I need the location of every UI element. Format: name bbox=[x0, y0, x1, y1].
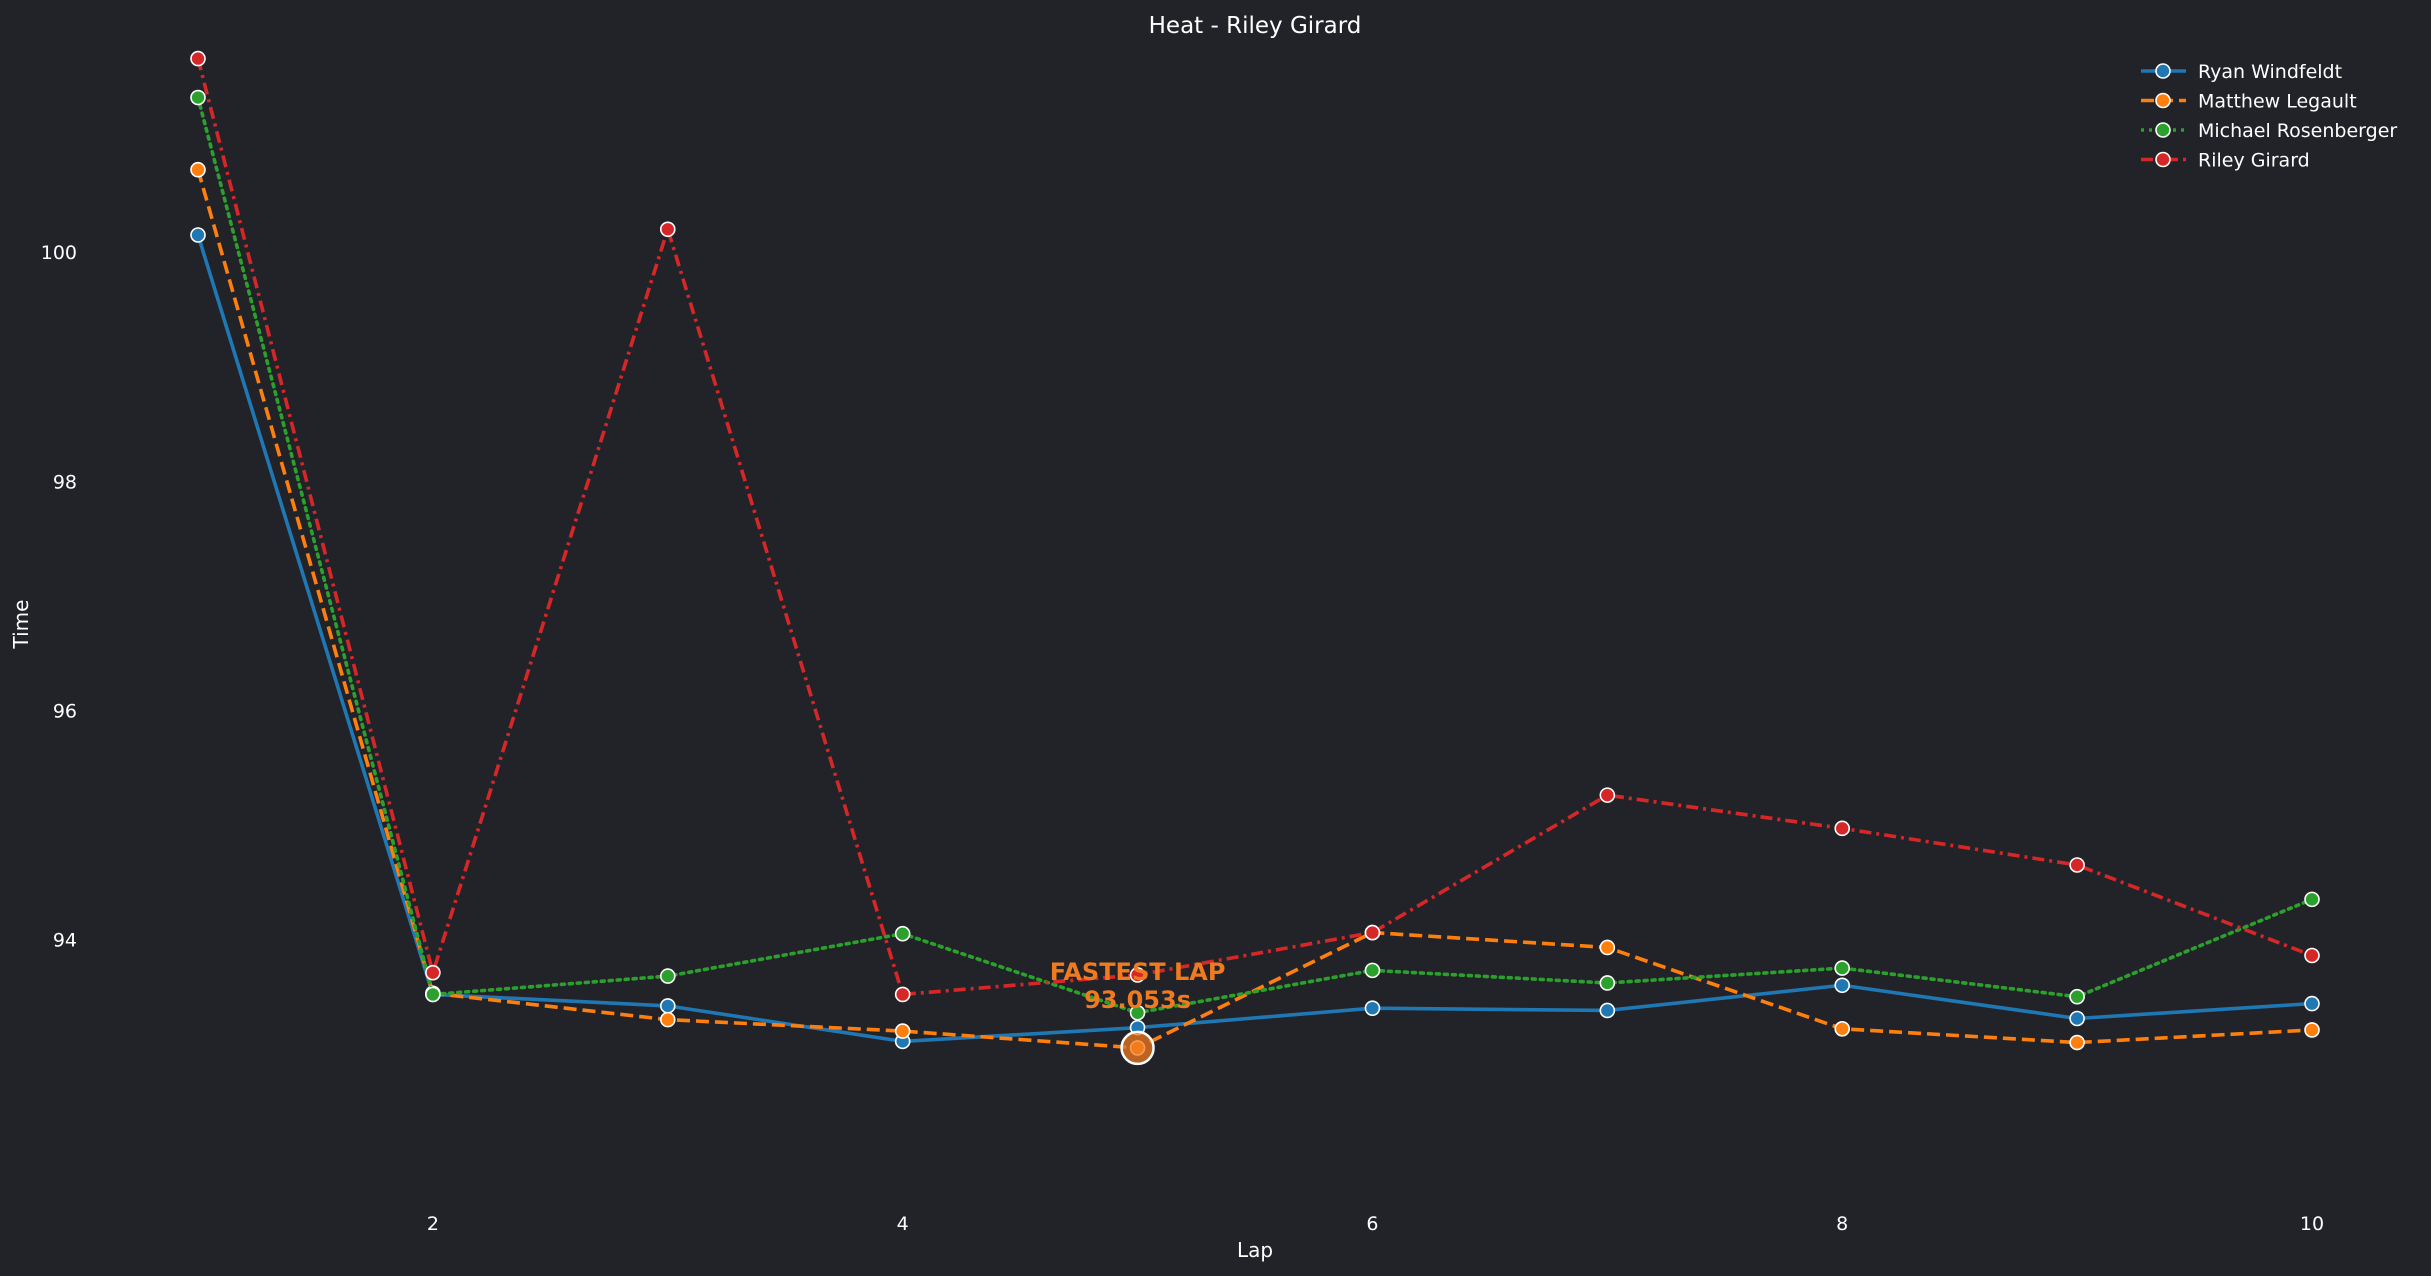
y-tick-label: 94 bbox=[53, 929, 77, 951]
legend-label: Michael Rosenberger bbox=[2198, 120, 2397, 142]
data-point-ryan-windfeldt bbox=[2069, 1010, 2085, 1027]
ticks-layer: 2 4 6 8 10 94 96 98 100 bbox=[41, 242, 2324, 1235]
y-tick-label: 98 bbox=[53, 471, 77, 493]
data-point-michael-rosenberger bbox=[2069, 988, 2085, 1005]
data-point-michael-rosenberger bbox=[894, 925, 911, 942]
data-point-riley-girard bbox=[2069, 857, 2085, 873]
series-riley-girard bbox=[190, 50, 2320, 1003]
y-axis-label: Time bbox=[9, 600, 33, 650]
series-ryan-windfeldt bbox=[190, 227, 2320, 1050]
x-tick-label: 2 bbox=[427, 1213, 439, 1235]
data-point-riley-girard bbox=[2304, 947, 2320, 964]
data-point-michael-rosenberger bbox=[190, 89, 206, 106]
legend-marker bbox=[2155, 92, 2171, 109]
legend-marker bbox=[2155, 122, 2171, 138]
data-point-matthew-legault bbox=[1599, 939, 1616, 956]
data-point-ryan-windfeldt bbox=[190, 227, 206, 243]
series-michael-rosenberger bbox=[190, 89, 2320, 1021]
legend-label: Matthew Legault bbox=[2198, 91, 2357, 113]
data-point-ryan-windfeldt bbox=[1834, 977, 1851, 994]
data-point-matthew-legault bbox=[894, 1023, 911, 1039]
legend-item-ryan-windfeldt: Ryan Windfeldt bbox=[2141, 61, 2342, 83]
data-point-michael-rosenberger bbox=[659, 968, 676, 984]
y-tick-label: 100 bbox=[41, 242, 77, 264]
data-point-riley-girard bbox=[190, 50, 206, 67]
data-point-ryan-windfeldt bbox=[659, 998, 676, 1014]
y-tick-label: 96 bbox=[53, 700, 77, 722]
data-point-matthew-legault bbox=[2069, 1034, 2085, 1051]
fastest-lap-marker bbox=[1120, 1030, 1155, 1066]
legend-item-matthew-legault: Matthew Legault bbox=[2141, 91, 2357, 113]
legend-item-riley-girard: Riley Girard bbox=[2141, 150, 2310, 172]
data-point-riley-girard bbox=[894, 986, 911, 1003]
data-point-riley-girard bbox=[1599, 787, 1616, 803]
data-point-riley-girard bbox=[1364, 924, 1381, 941]
data-point-riley-girard bbox=[1129, 967, 1146, 983]
data-point-ryan-windfeldt bbox=[1364, 1000, 1381, 1016]
data-point-riley-girard bbox=[1834, 820, 1851, 837]
data-point-matthew-legault bbox=[2304, 1022, 2320, 1038]
legend: Ryan Windfeldt Matthew Legault Michael Ros… bbox=[2141, 61, 2397, 172]
data-point-michael-rosenberger bbox=[2304, 891, 2320, 908]
series-line-michael-rosenberger bbox=[196, 95, 2314, 1015]
legend-label: Riley Girard bbox=[2198, 150, 2310, 172]
x-tick-label: 4 bbox=[897, 1213, 909, 1235]
series-matthew-legault bbox=[190, 161, 2320, 1056]
data-point-michael-rosenberger bbox=[425, 986, 441, 1003]
x-tick-label: 10 bbox=[2300, 1213, 2324, 1235]
fastest-lap-value: 93.053s bbox=[1084, 986, 1191, 1014]
x-axis-label: Lap bbox=[1237, 1238, 1273, 1262]
data-point-matthew-legault bbox=[190, 161, 206, 178]
x-tick-label: 8 bbox=[1836, 1213, 1848, 1235]
data-point-riley-girard bbox=[425, 964, 441, 981]
series-layer bbox=[190, 50, 2320, 1056]
legend-item-michael-rosenberger: Michael Rosenberger bbox=[2141, 120, 2397, 142]
data-point-riley-girard bbox=[659, 221, 676, 238]
legend-marker bbox=[2155, 63, 2171, 79]
series-line-matthew-legault bbox=[196, 169, 2313, 1050]
data-point-matthew-legault bbox=[659, 1011, 676, 1028]
data-point-matthew-legault bbox=[1834, 1021, 1851, 1037]
legend-marker bbox=[2155, 151, 2171, 168]
series-line-riley-girard bbox=[196, 58, 2313, 997]
x-tick-label: 6 bbox=[1366, 1213, 1378, 1235]
series-line-ryan-windfeldt bbox=[196, 234, 2313, 1044]
data-point-michael-rosenberger bbox=[1129, 1004, 1146, 1021]
fastest-lap-label: FASTEST LAP bbox=[1050, 958, 1226, 986]
data-point-michael-rosenberger bbox=[1599, 975, 1616, 991]
legend-label: Ryan Windfeldt bbox=[2198, 61, 2342, 83]
data-point-michael-rosenberger bbox=[1834, 960, 1851, 976]
data-point-michael-rosenberger bbox=[1364, 962, 1381, 979]
data-point-ryan-windfeldt bbox=[2304, 995, 2320, 1012]
chart-title: Heat - Riley Girard bbox=[1149, 13, 1362, 39]
data-point-ryan-windfeldt bbox=[1599, 1002, 1616, 1019]
